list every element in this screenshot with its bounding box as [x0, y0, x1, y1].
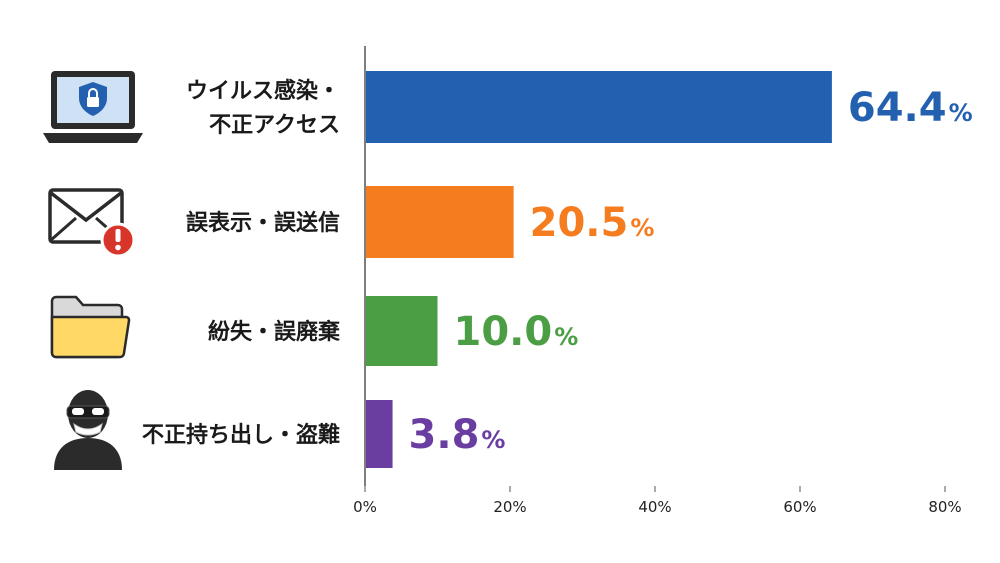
- category-label: 誤表示・誤送信: [186, 210, 340, 236]
- masked-thief-icon: [53, 389, 123, 471]
- category-icons: [42, 70, 144, 471]
- value-percent-sign: %: [630, 214, 654, 242]
- bar: [366, 71, 832, 143]
- value-label: 3.8%: [409, 412, 506, 458]
- category-label-line: 誤表示・誤送信: [186, 210, 340, 236]
- tick-label: 0%: [353, 498, 377, 516]
- category-label-line: 不正アクセス: [209, 113, 340, 138]
- value-label: 10.0%: [454, 309, 579, 355]
- tick-label: 20%: [493, 498, 526, 516]
- value-label: 64.4%: [848, 85, 973, 131]
- bar: [366, 400, 393, 468]
- value-labels: 64.4%20.5%10.0%3.8%: [409, 85, 973, 458]
- category-label-line: 不正持ち出し・盗難: [142, 422, 340, 448]
- category-label: ウイルス感染・不正アクセス: [186, 78, 340, 138]
- tick-label: 60%: [783, 498, 816, 516]
- category-label: 紛失・誤廃棄: [208, 319, 341, 345]
- value-number: 10.0: [454, 309, 553, 355]
- category-label-line: 紛失・誤廃棄: [208, 319, 341, 345]
- laptop-shield-lock-icon: [42, 70, 144, 144]
- envelope-warning-icon: [48, 188, 136, 258]
- category-label: 不正持ち出し・盗難: [142, 422, 340, 448]
- value-percent-sign: %: [949, 99, 973, 127]
- tick-label: 80%: [928, 498, 961, 516]
- value-percent-sign: %: [481, 426, 505, 454]
- value-label: 20.5%: [530, 200, 655, 246]
- category-label-line: ウイルス感染・: [186, 78, 340, 104]
- tick-label: 40%: [638, 498, 671, 516]
- value-number: 3.8: [409, 412, 480, 458]
- x-axis-ticks: 0% 20% 40% 60% 80%: [353, 486, 962, 516]
- bar: [366, 186, 514, 258]
- folder-icon: [50, 295, 131, 359]
- value-number: 64.4: [848, 85, 947, 131]
- value-number: 20.5: [530, 200, 629, 246]
- bar: [366, 296, 438, 366]
- value-percent-sign: %: [554, 323, 578, 351]
- bars: [366, 71, 832, 468]
